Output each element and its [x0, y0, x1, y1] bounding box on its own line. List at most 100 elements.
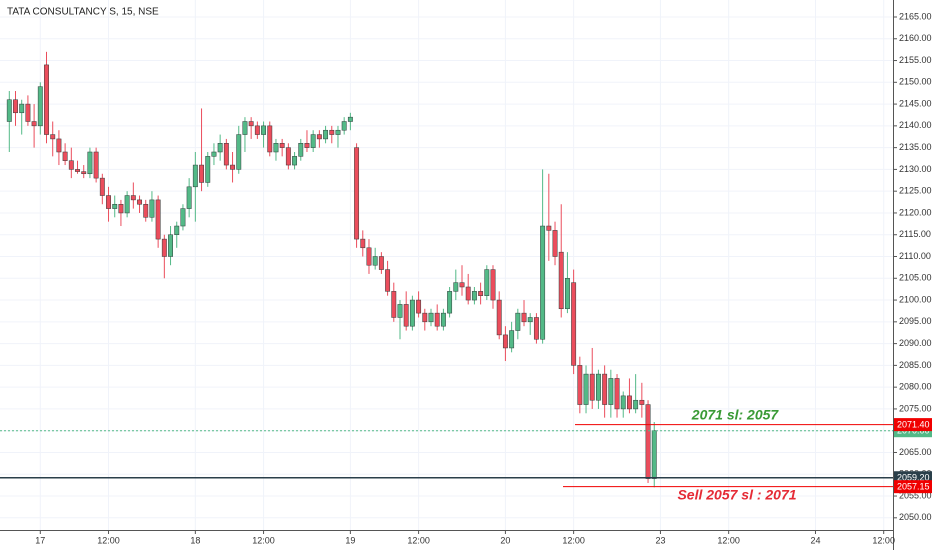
candle-body [261, 125, 267, 135]
y-tick-label: 2065.00 [899, 447, 932, 457]
candle-body [434, 312, 440, 327]
candle-body [633, 399, 639, 410]
candle-body [292, 156, 298, 166]
candle-body [564, 278, 570, 310]
x-tick-label: 12:00 [562, 535, 585, 545]
candle-body [378, 256, 384, 270]
candle-body [273, 143, 279, 153]
y-tick-label: 2105.00 [899, 273, 932, 283]
candle-body [335, 129, 341, 135]
candle-body [416, 299, 422, 314]
chart-title: TATA CONSULTANCY S, 15, NSE [7, 7, 159, 18]
candle-body [192, 164, 198, 188]
candle-body [31, 121, 37, 127]
candle-body [403, 304, 409, 327]
x-tick-label: 20 [500, 535, 510, 545]
y-tick-label: 2160.00 [899, 33, 932, 43]
x-tick-label: 12:00 [97, 535, 120, 545]
candle-body [471, 291, 477, 301]
annotation: Sell 2057 sl : 2071 [677, 487, 796, 503]
price-level-label: 2059.20 [897, 473, 930, 483]
candle-body [428, 312, 434, 323]
candle-body [602, 373, 608, 405]
candle-body [459, 282, 465, 288]
x-tick-label: 23 [655, 535, 665, 545]
y-tick-label: 2075.00 [899, 403, 932, 413]
candle-body [155, 199, 161, 240]
candle-body [347, 116, 353, 122]
x-tick-label: 24 [810, 535, 820, 545]
candle-body [533, 317, 539, 340]
candle-body [180, 208, 186, 227]
y-tick-label: 2140.00 [899, 120, 932, 130]
y-tick-label: 2150.00 [899, 77, 932, 87]
candle-body [490, 269, 496, 301]
candle-body [68, 160, 74, 170]
candle-body [360, 238, 366, 249]
price-level-label: 2071.40 [897, 419, 930, 429]
candle-body [354, 147, 360, 240]
candle-body [620, 395, 626, 410]
candle-body [422, 312, 428, 323]
candle-body [465, 286, 471, 301]
candle-body [484, 269, 490, 296]
x-tick-label: 17 [35, 535, 45, 545]
x-tick-label: 12:00 [717, 535, 740, 545]
candle-body [174, 225, 180, 235]
candle-body [391, 291, 397, 318]
candle-body [521, 312, 527, 323]
candle-body [93, 151, 99, 179]
x-tick-label: 12:00 [252, 535, 275, 545]
candle-body [223, 143, 229, 166]
candle-body [112, 203, 118, 209]
candle-body [409, 299, 415, 327]
price-level-tag [894, 480, 932, 494]
y-tick-label: 2125.00 [899, 186, 932, 196]
candle-body [651, 430, 657, 479]
candle-body [453, 282, 459, 292]
candle-body [56, 138, 62, 153]
candle-body [267, 125, 273, 153]
y-tick-label: 2120.00 [899, 207, 932, 217]
annotation: 2071 sl: 2057 [691, 407, 780, 423]
candle-body [571, 282, 577, 366]
y-tick-label: 2145.00 [899, 98, 932, 108]
candle-body [130, 195, 136, 201]
candle-body [118, 203, 124, 214]
candle-body [440, 312, 446, 327]
candle-body [19, 103, 25, 114]
y-tick-label: 2080.00 [899, 382, 932, 392]
candle-body [137, 199, 142, 205]
candle-body [99, 177, 105, 196]
candle-body [50, 134, 56, 140]
candle-body [211, 151, 217, 157]
candle-body [81, 171, 87, 175]
candle-body [614, 378, 620, 410]
candle-body [75, 169, 80, 172]
x-tick-label: 12:00 [872, 535, 895, 545]
candle-body [236, 134, 242, 170]
candle-body [87, 151, 93, 175]
candle-body [143, 203, 149, 218]
y-tick-label: 2130.00 [899, 164, 932, 174]
candle-body [341, 121, 347, 131]
candle-body [639, 399, 645, 405]
candle-body [595, 373, 601, 401]
candle-body [515, 312, 521, 331]
candle-body [242, 121, 248, 135]
y-tick-label: 2095.00 [899, 316, 932, 326]
candle-body [149, 199, 155, 218]
candle-body [62, 151, 68, 161]
y-tick-label: 2110.00 [899, 251, 931, 261]
candle-body [589, 373, 595, 401]
candle-body [248, 121, 254, 127]
candle-body [217, 143, 223, 153]
y-tick-label: 2115.00 [899, 229, 931, 239]
candle-body [316, 134, 322, 140]
candle-body [385, 269, 391, 292]
candle-body [279, 143, 285, 148]
x-tick-label: 12:00 [407, 535, 430, 545]
candle-body [161, 238, 167, 257]
y-tick-label: 2055.00 [899, 490, 932, 500]
